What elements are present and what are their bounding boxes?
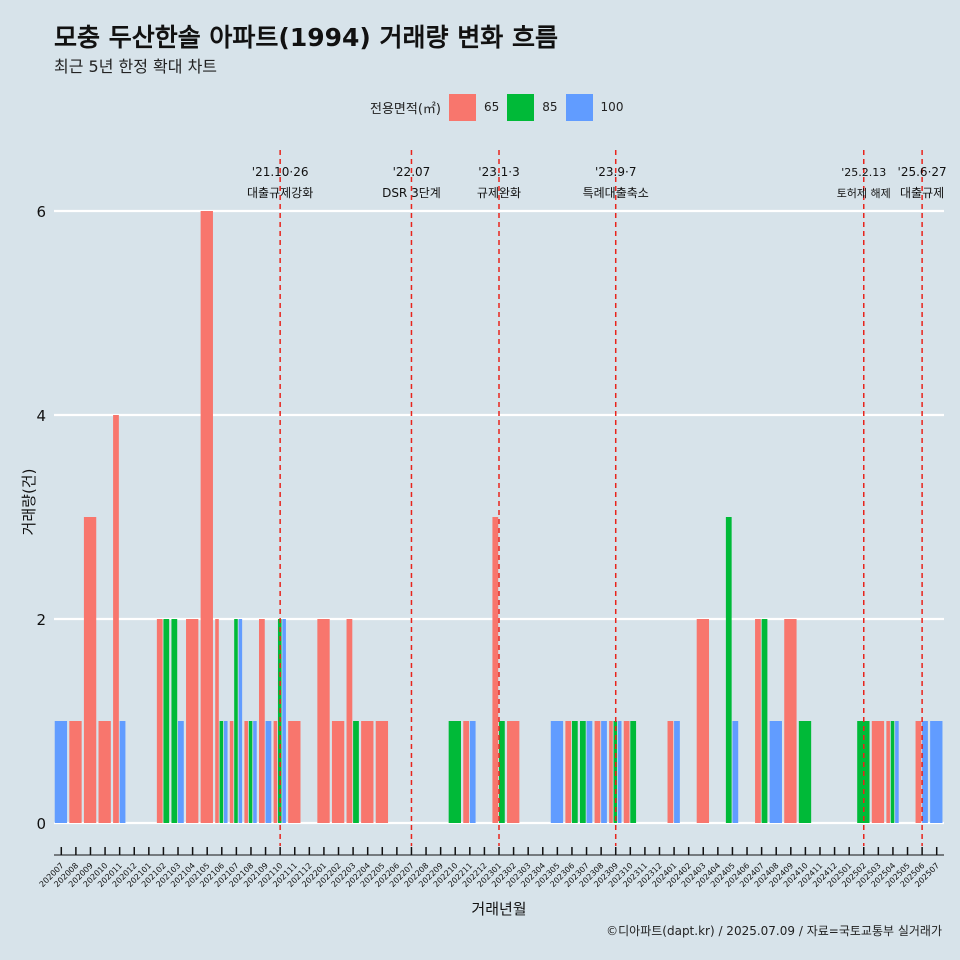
bar-85-202301 — [499, 721, 505, 823]
bar-65-202110 — [273, 721, 278, 823]
bar-65-202111 — [288, 721, 301, 823]
legend: 전용면적(㎡) 65 85 100 — [370, 93, 631, 121]
bar-100-202211 — [469, 721, 476, 823]
bar-65-202109 — [258, 619, 265, 823]
bar-65-202009 — [83, 517, 97, 823]
bar-100-202109 — [265, 721, 272, 823]
annotation-date-202301: '23.1·3 — [478, 165, 519, 179]
bar-85-202103 — [171, 619, 178, 823]
bar-100-202106 — [223, 721, 228, 823]
bar-100-202408 — [769, 721, 782, 823]
bar-65-202306 — [565, 721, 572, 823]
bar-65-202008 — [69, 721, 82, 823]
chart-subtitle: 최근 5년 한정 확대 차트 — [54, 57, 218, 76]
bar-100-202305 — [550, 721, 564, 823]
bar-100-202107 — [238, 619, 243, 823]
bar-100-202108 — [253, 721, 257, 823]
legend-item-85: 85 — [507, 93, 558, 121]
bar-85-202102 — [163, 619, 170, 823]
bar-65-202205 — [375, 721, 389, 823]
bar-65-202309 — [609, 721, 613, 823]
bar-65-202308 — [594, 721, 601, 823]
bar-65-202104 — [186, 619, 199, 823]
bar-100-202506 — [922, 721, 928, 823]
source-caption: ©디아파트(dapt.kr) / 2025.07.09 / 자료=국토교통부 실… — [606, 924, 942, 938]
bar-85-202210 — [448, 721, 461, 823]
chart-title: 모충 두산한솔 아파트(1994) 거래량 변화 흐름 — [54, 23, 558, 52]
annotation-text-202207: DSR 3단계 — [382, 186, 441, 200]
annotation-text-202506: 대출규제 — [900, 186, 944, 200]
bar-85-202107 — [234, 619, 238, 823]
bar-65-202407 — [755, 619, 761, 823]
bar-85-202504 — [890, 721, 895, 823]
annotation-date-202506: '25.6·27 — [898, 165, 947, 179]
bar-65-202010 — [98, 721, 111, 823]
bar-100-202308 — [601, 721, 607, 823]
bar-85-202108 — [248, 721, 253, 823]
bar-65-202211 — [463, 721, 470, 823]
y-axis-title: 거래량(건) — [20, 469, 38, 536]
bar-100-202401 — [674, 721, 680, 823]
bar-85-202407 — [761, 619, 768, 823]
annotation-text-202502: 토허제 해제 — [837, 186, 891, 200]
bar-65-202310 — [623, 721, 630, 823]
legend-label-65: 65 — [483, 100, 500, 114]
legend-item-65: 65 — [448, 93, 500, 121]
bar-100-202011 — [119, 721, 126, 823]
legend-label-100: 100 — [600, 100, 624, 114]
bar-85-202203 — [353, 721, 359, 823]
bar-85-202310 — [630, 721, 637, 823]
legend-swatch-85 — [507, 93, 535, 121]
bar-100-202504 — [895, 721, 899, 823]
bar-65-202201 — [317, 619, 330, 823]
bar-100-202103 — [178, 721, 184, 823]
legend-title: 전용면적(㎡) — [370, 101, 441, 117]
y-tick-label-6: 6 — [36, 203, 46, 221]
bar-85-202106 — [219, 721, 224, 823]
bar-65-202301 — [492, 517, 499, 823]
bar-65-202106 — [215, 619, 219, 823]
bar-100-202307 — [586, 721, 593, 823]
bar-65-202403 — [696, 619, 710, 823]
y-tick-label-2: 2 — [36, 611, 46, 629]
legend-label-85: 85 — [542, 100, 558, 114]
bar-65-202107 — [229, 721, 234, 823]
bar-100-202110 — [282, 619, 286, 823]
bar-65-202102 — [156, 619, 163, 823]
bar-85-202307 — [579, 721, 586, 823]
annotation-date-202110: '21.10·26 — [252, 165, 309, 179]
bar-100-202007 — [54, 721, 68, 823]
legend-swatch-100 — [565, 93, 593, 121]
bar-65-202302 — [507, 721, 520, 823]
bar-65-202105 — [200, 211, 213, 823]
annotation-date-202207: '22.07 — [393, 165, 431, 179]
annotation-date-202309: '23.9·7 — [595, 165, 636, 179]
bar-65-202409 — [784, 619, 797, 823]
legend-item-100: 100 — [565, 93, 624, 121]
bar-65-202506 — [915, 721, 922, 823]
bar-100-202405 — [732, 721, 739, 823]
bar-100-202309 — [617, 721, 622, 823]
bar-65-202011 — [113, 415, 119, 823]
bar-85-202405 — [725, 517, 732, 823]
bar-85-202410 — [798, 721, 812, 823]
bar-85-202306 — [571, 721, 578, 823]
bar-100-202507 — [930, 721, 943, 823]
y-tick-label-0: 0 — [36, 815, 46, 833]
bar-65-202503 — [871, 721, 885, 823]
annotation-text-202110: 대출규제강화 — [247, 186, 313, 200]
bar-65-202401 — [667, 721, 674, 823]
annotation-text-202309: 특례대출축소 — [583, 186, 649, 200]
annotation-date-202502: '25.2.13 — [841, 166, 886, 179]
legend-swatch-65 — [448, 93, 476, 121]
bar-65-202203 — [346, 619, 353, 823]
bar-65-202108 — [244, 721, 248, 823]
bar-65-202202 — [331, 721, 345, 823]
bar-65-202504 — [886, 721, 890, 823]
annotation-text-202301: 규제완화 — [477, 186, 521, 200]
bar-65-202204 — [361, 721, 374, 823]
y-tick-label-4: 4 — [36, 407, 46, 425]
x-axis-title: 거래년월 — [471, 900, 526, 918]
